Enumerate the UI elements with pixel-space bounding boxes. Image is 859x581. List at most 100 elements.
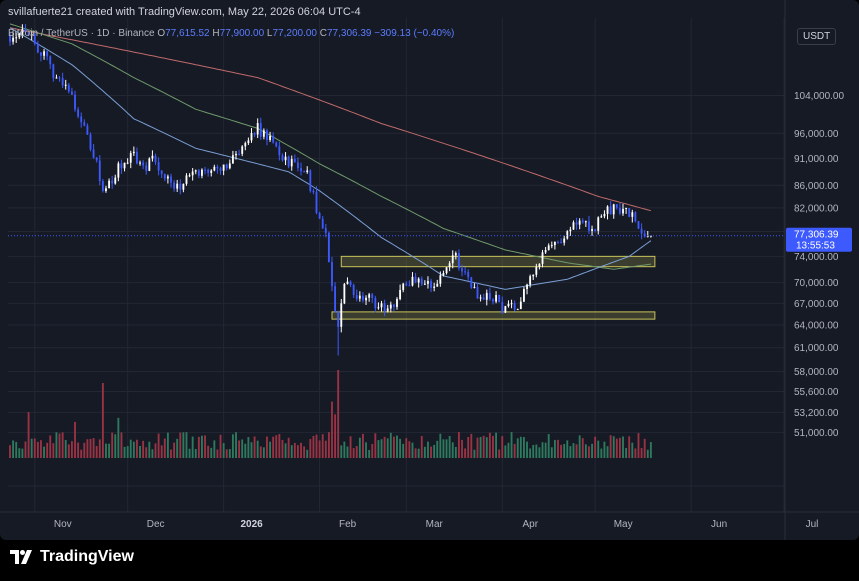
candle-body-136 (430, 281, 432, 288)
volume-bar-134 (423, 446, 426, 458)
price-tick-label: 91,000.00 (794, 154, 839, 165)
candle-body-147 (464, 271, 467, 273)
candle-body-26 (89, 134, 92, 150)
candle-body-81 (259, 123, 262, 137)
volume-bar-6 (27, 412, 30, 458)
price-tick-label: 53,200.00 (794, 408, 839, 419)
candle-body-67 (216, 166, 219, 169)
volume-bar-144 (454, 446, 457, 458)
volume-bar-5 (24, 441, 27, 458)
candle-body-24 (83, 122, 86, 126)
volume-bar-110 (349, 436, 352, 458)
volume-bar-38 (126, 446, 129, 458)
candle-body-4 (21, 28, 24, 34)
time-tick-label: 2026 (240, 519, 263, 530)
candle-body-138 (436, 283, 439, 287)
candle-body-105 (334, 286, 337, 312)
candle-body-130 (411, 276, 414, 286)
candle-body-201 (631, 212, 634, 217)
open-value: 77,615.52 (165, 28, 210, 39)
candle-body-132 (417, 278, 420, 283)
time-tick-label: Jun (711, 519, 727, 530)
grid (0, 0, 859, 540)
candle-body-0 (9, 35, 11, 42)
price-chart[interactable]: 104,000.00 96,000.00 91,000.00 86,000.00 82,… (0, 0, 859, 540)
volume-bar-129 (408, 441, 411, 458)
currency-badge[interactable]: USDT (797, 28, 837, 45)
volume-bar-130 (411, 442, 414, 458)
candle-body-89 (284, 156, 287, 161)
volume-bar-200 (628, 436, 631, 458)
price-tick-label: 51,000.00 (794, 428, 839, 439)
candle-body-120 (380, 303, 383, 308)
candle-body-116 (368, 294, 371, 298)
candle-body-106 (337, 311, 340, 327)
price-tick-label: 61,000.00 (794, 343, 839, 354)
candle-body-165 (519, 301, 522, 310)
candle-body-176 (553, 241, 556, 246)
tradingview-logo-icon (10, 550, 32, 564)
volume-bar-149 (470, 433, 473, 458)
candle-body-124 (392, 304, 395, 307)
candle-body-10 (40, 52, 42, 56)
volume-bar-175 (550, 447, 553, 458)
volume-bar-179 (563, 444, 566, 458)
volume-bar-136 (430, 446, 432, 458)
price-axis: 104,000.00 96,000.00 91,000.00 86,000.00 82,… (786, 91, 852, 439)
volume-bar-25 (86, 439, 89, 458)
candle-body-100 (318, 212, 321, 219)
volume-bar-60 (194, 448, 197, 458)
volume-bar-123 (389, 432, 392, 458)
candle-body-71 (228, 163, 231, 169)
candle-body-70 (225, 164, 228, 169)
volume-bar-160 (504, 445, 507, 458)
volume-bar-185 (581, 438, 584, 458)
volume-bar-7 (30, 438, 33, 458)
volume-bar-24 (83, 442, 86, 458)
ma-mid-line (9, 23, 651, 270)
candle-body-104 (331, 262, 333, 287)
volume-bar-113 (358, 437, 361, 458)
volume-bar-126 (399, 438, 402, 458)
volume-bar-77 (247, 437, 250, 458)
volume-bar-178 (560, 444, 563, 458)
volume-bar-65 (210, 447, 213, 458)
volume-bar-49 (160, 445, 163, 458)
volume-bar-54 (176, 438, 179, 458)
volume-bar-28 (95, 445, 98, 458)
candle-body-189 (594, 229, 597, 231)
symbol-legend[interactable]: Bitcoin / TetherUS · 1D · Binance O77,61… (8, 28, 454, 39)
volume-bar-79 (253, 436, 256, 458)
candle-body-93 (296, 162, 299, 169)
candle-body-34 (114, 177, 117, 184)
candle-body-53 (173, 182, 176, 189)
candle-body-29 (98, 160, 101, 182)
price-tick-label: 96,000.00 (794, 129, 839, 140)
volume-bar-94 (300, 442, 302, 458)
candle-body-47 (154, 155, 157, 163)
volume-bar-133 (420, 435, 423, 458)
candle-body-76 (244, 143, 247, 147)
candle-body-195 (612, 204, 615, 215)
volume-bar-98 (312, 435, 315, 458)
support-zones (331, 255, 656, 320)
candle-body-154 (485, 292, 488, 300)
candle-body-7 (30, 33, 33, 36)
volume-bar-73 (235, 432, 237, 458)
candle-body-80 (256, 123, 259, 135)
volume-bar-96 (306, 449, 309, 458)
volume-bar-177 (557, 439, 559, 458)
candle-body-45 (148, 158, 151, 171)
volume-bar-183 (575, 444, 578, 458)
volume-bar-203 (637, 433, 640, 458)
candle-body-38 (126, 162, 129, 164)
candle-body-58 (188, 175, 191, 177)
time-tick-label: Feb (339, 519, 357, 530)
change-value: −309.13 (−0.40%) (374, 28, 455, 39)
volume-bar-167 (526, 441, 528, 458)
candle-body-112 (355, 295, 358, 299)
tradingview-logo: TradingView (10, 548, 134, 566)
candle-body-196 (615, 204, 618, 208)
candle-body-141 (445, 267, 448, 274)
candle-body-205 (643, 233, 646, 237)
